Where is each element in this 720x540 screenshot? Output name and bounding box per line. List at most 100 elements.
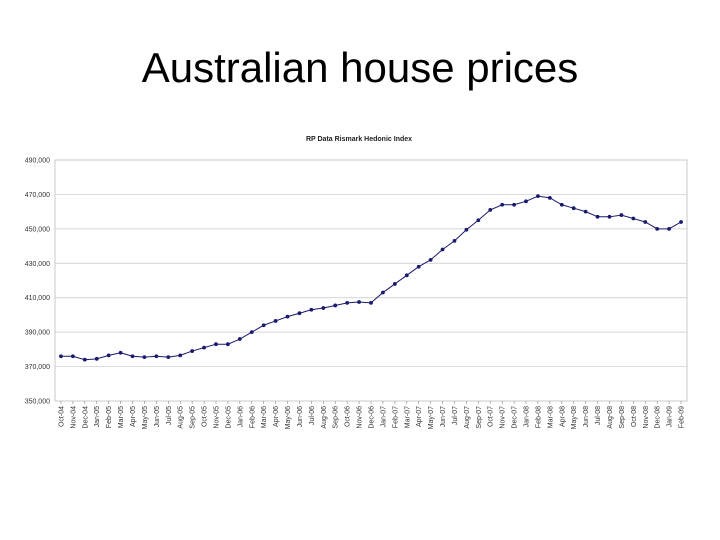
x-tick-label: Nov-04: [70, 406, 77, 429]
data-point: [70, 354, 75, 359]
data-point: [214, 342, 218, 347]
x-tick-label: Jul-05: [166, 406, 173, 425]
data-point: [512, 202, 516, 207]
data-point: [345, 300, 350, 305]
x-tick-label: Aug-08: [607, 406, 614, 429]
y-tick-label: 410,000: [25, 295, 50, 302]
x-tick-label: May-06: [285, 406, 292, 429]
x-tick-label: Mar-06: [261, 406, 268, 428]
data-point: [190, 349, 195, 353]
data-point: [357, 300, 361, 304]
data-point: [118, 350, 123, 355]
data-point: [667, 226, 672, 231]
data-point: [452, 239, 457, 243]
x-tick-label: Feb-07: [392, 406, 399, 428]
data-point: [178, 353, 183, 358]
x-tick-label: Jan-07: [380, 406, 387, 428]
x-tick-label: Dec-08: [655, 406, 662, 429]
x-tick-label: Apr-07: [416, 406, 423, 427]
data-point: [142, 355, 147, 360]
data-point: [166, 355, 171, 360]
data-point: [273, 319, 278, 323]
chart-title: RP Data Rismark Hedonic Index: [306, 136, 412, 143]
x-tick-label: Nov-07: [500, 406, 507, 429]
x-tick-label: Aug-05: [178, 406, 185, 429]
y-tick-label: 470,000: [25, 192, 50, 199]
x-tick-label: Jul-06: [309, 406, 316, 425]
slide-title: Australian house prices: [141, 44, 579, 91]
x-tick-label: Oct-06: [345, 406, 352, 427]
x-tick-label: Nov-06: [357, 406, 364, 429]
x-tick-label: Jun-06: [297, 406, 304, 428]
x-tick-label: Jan-08: [524, 406, 531, 428]
y-tick-label: 350,000: [25, 399, 50, 406]
x-tick-label: Jul-07: [452, 406, 459, 425]
data-point: [619, 213, 624, 217]
x-tick-label: Dec-05: [225, 406, 232, 429]
x-tick-label: Jun-07: [440, 406, 447, 428]
data-point: [536, 194, 540, 199]
x-tick-label: Aug-07: [464, 406, 471, 429]
y-tick-label: 490,000: [25, 158, 50, 165]
data-point: [381, 290, 385, 295]
data-point: [249, 330, 254, 335]
x-tick-label: Jan-09: [667, 406, 674, 428]
data-point: [440, 247, 445, 252]
data-point: [226, 342, 230, 347]
data-point: [655, 226, 660, 231]
x-tick-label: May-05: [142, 406, 149, 429]
data-point: [488, 208, 493, 212]
data-point: [524, 199, 528, 204]
x-tick-label: Oct-07: [488, 406, 495, 427]
x-tick-label: Jun-05: [154, 406, 161, 428]
x-tick-label: Jan-05: [94, 406, 101, 428]
data-point: [428, 257, 433, 262]
data-point: [571, 206, 576, 211]
gridlines: [55, 159, 687, 402]
data-point: [237, 337, 242, 341]
x-tick-label: Feb-09: [679, 406, 686, 428]
data-point: [583, 209, 588, 214]
data-point: [285, 314, 290, 319]
x-tick-label: Sep-07: [476, 406, 483, 429]
x-tick-label: Aug-06: [321, 406, 328, 429]
x-tick-label: Dec-06: [369, 406, 376, 429]
x-tick-label: Sep-05: [190, 406, 197, 429]
x-tick-label: Dec-07: [512, 406, 519, 429]
data-point: [261, 323, 266, 328]
data-point: [476, 218, 481, 223]
data-point: [595, 214, 600, 219]
data-point: [59, 354, 63, 359]
y-tick-label: 390,000: [25, 330, 50, 337]
data-point: [82, 357, 87, 362]
x-tick-label: Nov-08: [643, 406, 650, 429]
x-tick-label: May-08: [571, 406, 578, 429]
data-point: [679, 220, 683, 224]
data-point: [130, 354, 135, 359]
data-point: [631, 216, 636, 221]
x-tick-label: Apr-08: [559, 406, 566, 427]
x-axis: Oct-04 Nov-04 Dec-04 Jan-05 Feb-05 Mar-05 Apr-…: [58, 401, 686, 429]
data-point: [297, 311, 302, 316]
x-tick-label: Nov-05: [213, 406, 220, 429]
series-line-group: [59, 194, 683, 362]
data-point: [643, 220, 648, 224]
y-tick-label: 430,000: [25, 261, 50, 268]
x-tick-label: Apr-06: [273, 406, 280, 427]
x-tick-label: Jul-08: [595, 406, 602, 425]
data-point: [94, 356, 99, 361]
x-tick-label: Sep-06: [333, 406, 340, 429]
x-tick-label: Apr-05: [130, 406, 137, 427]
x-tick-label: Sep-08: [619, 406, 626, 429]
x-tick-label: Mar-07: [404, 406, 411, 428]
x-tick-label: Mar-05: [118, 406, 125, 428]
x-tick-label: Feb-06: [249, 406, 256, 428]
y-axis: 350,000 370,000 390,000 410,000 430,000 450,0…: [25, 158, 50, 406]
x-tick-label: Mar-08: [547, 406, 554, 428]
chart: RP Data Rismark Hedonic Index 350,000 370…: [25, 136, 688, 429]
data-point: [547, 195, 552, 200]
data-point: [416, 264, 421, 269]
data-point: [154, 354, 159, 359]
y-tick-label: 450,000: [25, 226, 50, 233]
x-tick-label: Jun-08: [583, 406, 590, 428]
